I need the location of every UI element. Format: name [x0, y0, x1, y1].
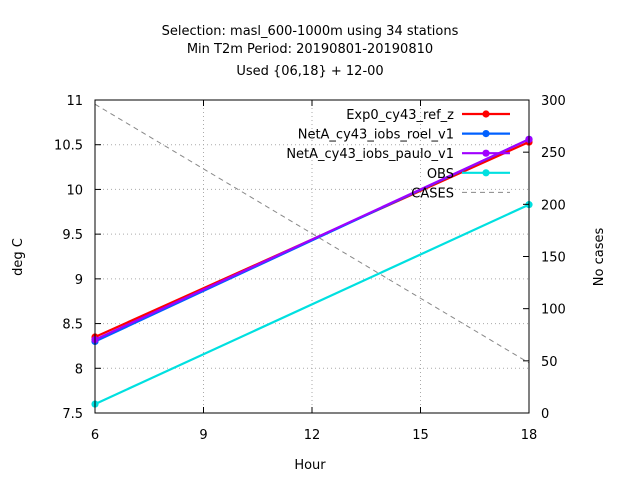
legend-label-2: NetA_cy43_iobs_paulo_v1: [286, 147, 454, 162]
y2-tick-label: 150: [541, 251, 566, 266]
series-line-4: [94, 103, 530, 364]
y2-tick-label: 50: [541, 355, 558, 370]
title-line-3: Used {06,18} + 12-00: [236, 64, 383, 79]
x-tick-label: 6: [91, 428, 99, 443]
y-axis-label: deg C: [11, 238, 26, 276]
y-tick-label: 9.5: [62, 228, 83, 243]
y2-axis-label: No cases: [592, 228, 607, 287]
y-tick-label: 7.5: [62, 407, 83, 422]
chart-title: Selection: masl_600-1000m using 34 stati…: [162, 24, 459, 79]
y-tick-label: 10: [66, 183, 83, 198]
legend-label-3: OBS: [427, 167, 454, 182]
x-tick-label: 18: [521, 428, 538, 443]
y2-tick-label: 300: [541, 94, 566, 109]
y-tick-label: 10.5: [54, 139, 83, 154]
x-tick-label: 12: [304, 428, 321, 443]
legend-marker-2: [482, 149, 490, 157]
y-tick-label: 9: [75, 273, 83, 288]
ticks: 6 9 12 15 18 7.5 8 8.5 9 9.5 10 10.5 11 0 50 100 150 200 2…: [54, 94, 566, 443]
y-tick-label: 8: [75, 362, 83, 377]
x-tick-label: 9: [199, 428, 207, 443]
legend-label-0: Exp0_cy43_ref_z: [346, 108, 454, 123]
x-axis-label: Hour: [294, 458, 326, 473]
y2-tick-label: 250: [541, 146, 566, 161]
legend-label-4: CASES: [411, 186, 454, 201]
legend: Exp0_cy43_ref_z NetA_cy43_iobs_roel_v1 Net…: [286, 108, 510, 201]
x-tick-label: 15: [412, 428, 429, 443]
y-tick-label: 11: [66, 94, 83, 109]
y-tick-label: 8.5: [62, 318, 83, 333]
legend-marker-0: [482, 110, 490, 118]
series-line-3: [94, 203, 530, 406]
y2-tick-label: 0: [541, 407, 549, 422]
legend-marker-3: [482, 169, 490, 177]
y2-tick-label: 100: [541, 303, 566, 318]
legend-marker-1: [482, 130, 490, 138]
title-line-2: Min T2m Period: 20190801-20190810: [187, 42, 433, 57]
y2-tick-label: 200: [541, 198, 566, 213]
series-line-2: [94, 138, 530, 341]
title-line-1: Selection: masl_600-1000m using 34 stati…: [162, 24, 459, 39]
legend-label-1: NetA_cy43_iobs_roel_v1: [298, 128, 454, 143]
grid: [95, 100, 529, 413]
